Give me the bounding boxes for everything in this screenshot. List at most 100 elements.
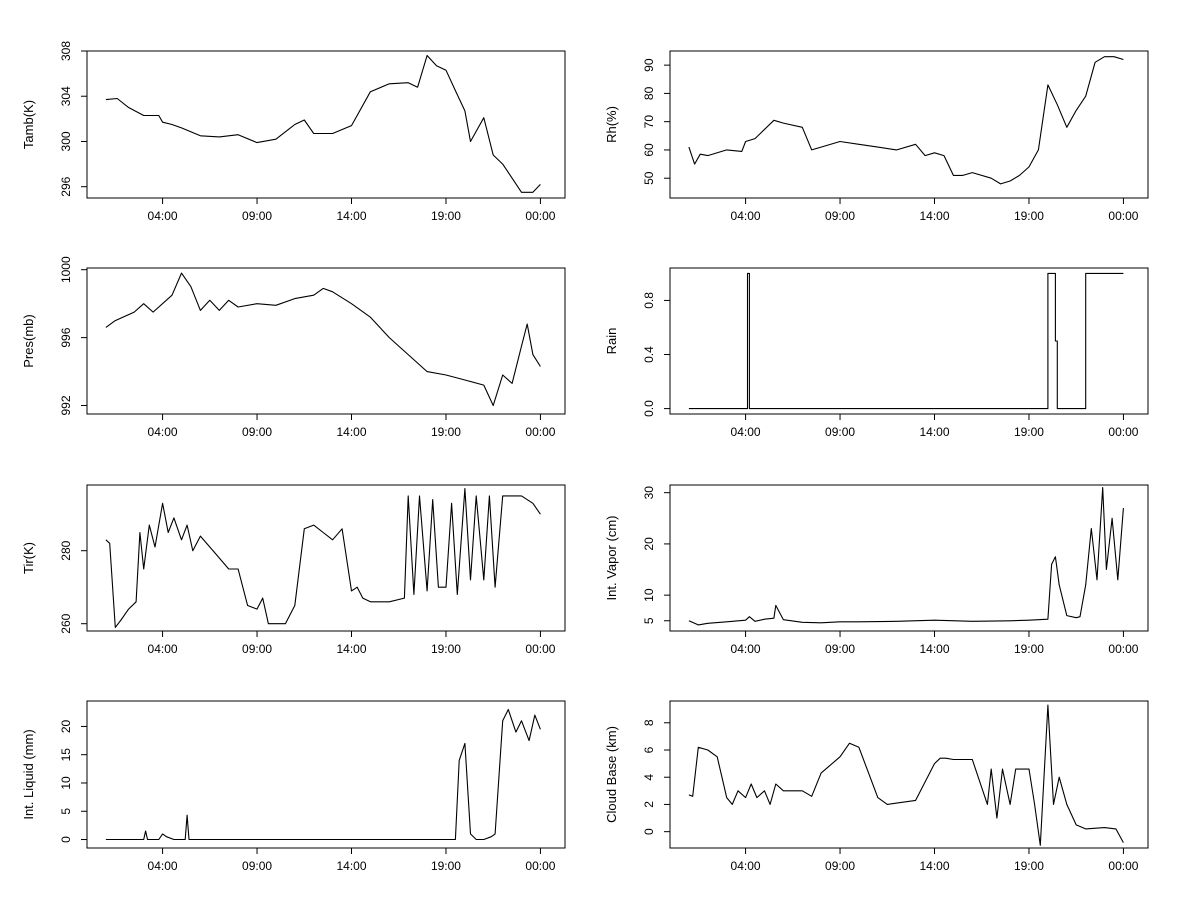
series-line: [105, 54, 541, 193]
plot-frame: [669, 267, 1149, 415]
plot-frame: [86, 267, 566, 415]
y-tick-label: 10: [59, 776, 73, 790]
y-tick-label: 80: [642, 86, 656, 100]
x-tick-label: 14:00: [919, 425, 949, 439]
x-tick-label: 19:00: [1014, 642, 1044, 656]
x-tick-label: 00:00: [1108, 642, 1138, 656]
panel-3: 04:00 09:00 14:00 19:00 00:00 0.0 0.4 0.8 Rain: [604, 267, 1149, 439]
x-tick-label: 14:00: [336, 209, 366, 223]
x-tick-label: 04:00: [148, 209, 178, 223]
y-tick-label: 0.8: [642, 292, 656, 309]
x-tick-label: 09:00: [825, 209, 855, 223]
y-tick-label: 20: [642, 537, 656, 551]
y-axis-label: Rh(%): [604, 106, 619, 143]
series-line: [688, 704, 1124, 846]
y-tick-label: 296: [59, 176, 73, 196]
x-tick-label: 14:00: [336, 859, 366, 873]
x-tick-label: 00:00: [525, 425, 555, 439]
panel-4: 04:00 09:00 14:00 19:00 00:00 260 280 Tir(K): [21, 484, 566, 656]
plot-frame: [86, 700, 566, 849]
x-tick-label: 19:00: [431, 859, 461, 873]
x-tick-label: 14:00: [919, 209, 949, 223]
panel-1: 04:00 09:00 14:00 19:00 00:00 50 60 70 80 90 Rh(%): [604, 50, 1149, 223]
panel-6: 04:00 09:00 14:00 19:00 00:00 0 5 10 15 20 Int. Li…: [21, 700, 566, 873]
y-tick-label: 30: [642, 486, 656, 500]
x-tick-label: 04:00: [148, 642, 178, 656]
x-tick-label: 04:00: [731, 209, 761, 223]
y-tick-label: 4: [642, 774, 656, 781]
y-axis-label: Tamb(K): [21, 100, 36, 149]
x-tick-label: 00:00: [525, 209, 555, 223]
series-line: [105, 488, 541, 628]
series-line: [105, 708, 541, 841]
y-tick-label: 0: [59, 836, 73, 843]
y-tick-label: 15: [59, 748, 73, 762]
x-tick-label: 00:00: [1108, 209, 1138, 223]
y-tick-label: 70: [642, 115, 656, 129]
y-tick-label: 90: [642, 58, 656, 72]
x-tick-label: 09:00: [825, 425, 855, 439]
y-tick-label: 50: [642, 171, 656, 185]
x-tick-label: 04:00: [148, 859, 178, 873]
x-tick-label: 00:00: [525, 642, 555, 656]
y-tick-label: 5: [642, 617, 656, 624]
panel-0: 04:00 09:00 14:00 19:00 00:00 296 300 304 308 Tam…: [21, 41, 566, 223]
series-line: [688, 487, 1124, 626]
y-tick-label: 10: [642, 588, 656, 602]
x-tick-label: 04:00: [731, 425, 761, 439]
panel-2: 04:00 09:00 14:00 19:00 00:00 992 996 1000 Pres(…: [21, 256, 566, 439]
plot-frame: [86, 484, 566, 632]
x-tick-label: 14:00: [919, 642, 949, 656]
y-axis-label: Int. Liquid (mm): [21, 729, 36, 819]
series-line: [688, 56, 1124, 185]
plot-frame: [669, 700, 1149, 849]
series-line: [688, 272, 1124, 410]
plot-frame: [86, 50, 566, 199]
x-tick-label: 19:00: [431, 425, 461, 439]
x-tick-label: 09:00: [242, 209, 272, 223]
y-tick-label: 0: [642, 828, 656, 835]
y-tick-label: 260: [59, 613, 73, 633]
x-tick-label: 14:00: [336, 425, 366, 439]
panel-7: 04:00 09:00 14:00 19:00 00:00 0 2 4 6 8 Cloud Base…: [604, 700, 1149, 873]
x-tick-label: 00:00: [1108, 859, 1138, 873]
x-tick-label: 19:00: [431, 209, 461, 223]
y-tick-label: 308: [59, 41, 73, 61]
y-axis-label: Int. Vapor (cm): [604, 515, 619, 600]
x-tick-label: 00:00: [525, 859, 555, 873]
x-tick-label: 09:00: [825, 859, 855, 873]
series-line: [105, 272, 541, 407]
x-tick-label: 09:00: [242, 425, 272, 439]
y-tick-label: 1000: [59, 256, 73, 283]
x-tick-label: 09:00: [825, 642, 855, 656]
y-tick-label: 8: [642, 719, 656, 726]
x-tick-label: 09:00: [242, 859, 272, 873]
x-tick-label: 04:00: [731, 859, 761, 873]
y-axis-label: Cloud Base (km): [604, 726, 619, 823]
y-axis-label: Pres(mb): [21, 314, 36, 367]
x-tick-label: 04:00: [148, 425, 178, 439]
x-tick-label: 14:00: [336, 642, 366, 656]
y-tick-label: 992: [59, 395, 73, 415]
y-tick-label: 304: [59, 86, 73, 106]
x-tick-label: 19:00: [431, 642, 461, 656]
y-tick-label: 6: [642, 746, 656, 753]
x-tick-label: 14:00: [919, 859, 949, 873]
panel-5: 04:00 09:00 14:00 19:00 00:00 5 10 20 30 Int. Vap…: [604, 484, 1149, 656]
x-tick-label: 19:00: [1014, 859, 1044, 873]
y-tick-label: 60: [642, 143, 656, 157]
y-axis-label: Rain: [604, 328, 619, 355]
plot-frame: [669, 484, 1149, 632]
y-tick-label: 996: [59, 327, 73, 347]
x-tick-label: 19:00: [1014, 209, 1044, 223]
y-tick-label: 300: [59, 131, 73, 151]
y-tick-label: 2: [642, 801, 656, 808]
x-tick-label: 09:00: [242, 642, 272, 656]
y-axis-label: Tir(K): [21, 542, 36, 574]
y-tick-label: 20: [59, 719, 73, 733]
x-tick-label: 00:00: [1108, 425, 1138, 439]
y-tick-label: 280: [59, 540, 73, 560]
y-tick-label: 0.4: [642, 346, 656, 363]
